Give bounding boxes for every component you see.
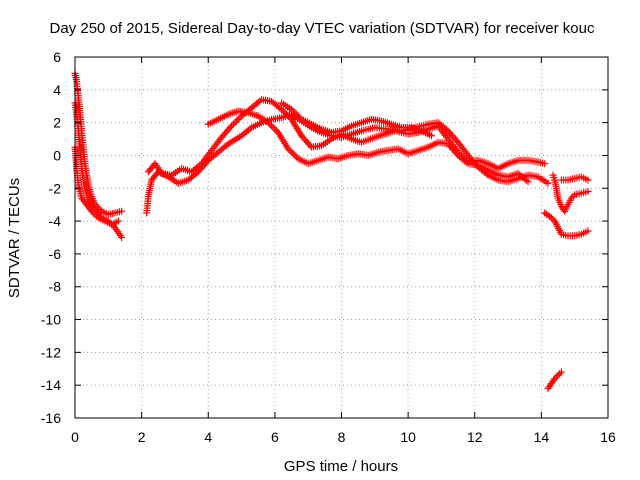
data-point <box>278 106 286 114</box>
data-point <box>226 124 234 132</box>
data-point <box>291 109 299 117</box>
series-track-c <box>71 143 122 228</box>
x-axis-label: GPS time / hours <box>284 458 398 475</box>
data-point <box>427 132 435 140</box>
data-point <box>279 107 287 115</box>
data-point <box>524 178 532 186</box>
data-point <box>114 217 122 225</box>
data-point <box>233 117 241 125</box>
data-point <box>256 97 264 105</box>
data-point <box>118 207 126 215</box>
data-point <box>557 368 565 376</box>
x-tick-label: 0 <box>71 429 79 445</box>
data-point <box>289 150 297 158</box>
data-point <box>236 114 244 122</box>
y-tick-label: -2 <box>49 180 62 196</box>
data-point <box>88 207 96 215</box>
data-point <box>91 211 99 219</box>
data-point <box>229 120 237 128</box>
y-tick-label: 6 <box>53 49 61 65</box>
data-point <box>118 234 126 241</box>
data-point <box>584 227 592 235</box>
data-point <box>584 176 592 184</box>
data-point <box>541 160 549 168</box>
y-tick-label: -6 <box>49 246 62 262</box>
data-point <box>289 107 297 115</box>
series-track-g <box>278 99 435 140</box>
grid <box>75 57 608 418</box>
series-track-h <box>549 171 592 215</box>
data-point <box>276 104 284 112</box>
data-point <box>281 109 289 117</box>
data-point <box>286 147 294 155</box>
data-point <box>284 112 292 120</box>
data-point <box>549 215 557 223</box>
chart-title: Day 250 of 2015, Sidereal Day-to-day VTE… <box>50 20 595 37</box>
x-tick-label: 2 <box>138 429 146 445</box>
series-track-f <box>204 107 532 186</box>
data-point <box>294 112 302 120</box>
series-track-k <box>544 368 565 392</box>
x-tick-label: 4 <box>204 429 212 445</box>
data-point <box>228 122 236 130</box>
data-point <box>246 125 254 133</box>
data-point <box>269 124 277 132</box>
y-tick-label: -16 <box>41 410 61 426</box>
data-point <box>544 179 552 187</box>
y-tick-label: -14 <box>41 377 61 393</box>
x-tick-label: 8 <box>338 429 346 445</box>
data-point <box>584 188 592 196</box>
data-point <box>552 373 560 381</box>
x-tick-label: 14 <box>534 429 550 445</box>
x-tick-label: 16 <box>600 429 616 445</box>
data-point <box>453 137 461 145</box>
data-point <box>554 371 562 379</box>
data-point <box>283 110 291 118</box>
data-point <box>223 141 231 149</box>
data-point <box>556 370 564 378</box>
data-point <box>288 106 296 114</box>
data-point <box>462 158 470 166</box>
data-point <box>271 125 279 133</box>
y-tick-label: -10 <box>41 312 61 328</box>
x-tick-label: 6 <box>271 429 279 445</box>
data-series <box>71 69 592 392</box>
x-tick-label: 12 <box>467 429 483 445</box>
data-point <box>522 176 530 184</box>
data-point <box>569 192 577 200</box>
data-point <box>196 161 204 169</box>
data-point <box>234 115 242 123</box>
data-point <box>547 214 555 222</box>
data-point <box>284 145 292 153</box>
data-point <box>296 114 304 122</box>
y-tick-label: 4 <box>53 82 61 98</box>
y-axis-label: SDTVAR / TECUs <box>6 178 23 298</box>
data-point <box>93 212 101 220</box>
data-point <box>231 119 239 127</box>
y-tick-label: 2 <box>53 115 61 131</box>
data-point <box>551 375 559 383</box>
data-point <box>291 151 299 159</box>
y-tick-label: -12 <box>41 344 61 360</box>
data-point <box>288 148 296 156</box>
data-point <box>567 194 575 202</box>
series-track-j <box>541 209 592 240</box>
y-tick-label: -8 <box>49 279 62 295</box>
data-point <box>266 120 274 128</box>
data-point <box>293 110 301 118</box>
data-point <box>268 122 276 130</box>
data-point <box>264 119 272 127</box>
data-point <box>293 153 301 161</box>
x-tick-label: 10 <box>400 429 416 445</box>
series-track-i <box>557 173 592 184</box>
y-tick-label: 0 <box>53 147 61 163</box>
y-tick-label: -4 <box>49 213 62 229</box>
data-point <box>453 150 461 158</box>
data-point <box>306 142 314 150</box>
axis-ticks: 0 2 4 6 8 10 12 14 16 6 4 2 0 -2 -4 -6 -8 -10 -12 -14 -16 <box>41 49 616 445</box>
data-point <box>89 209 97 217</box>
